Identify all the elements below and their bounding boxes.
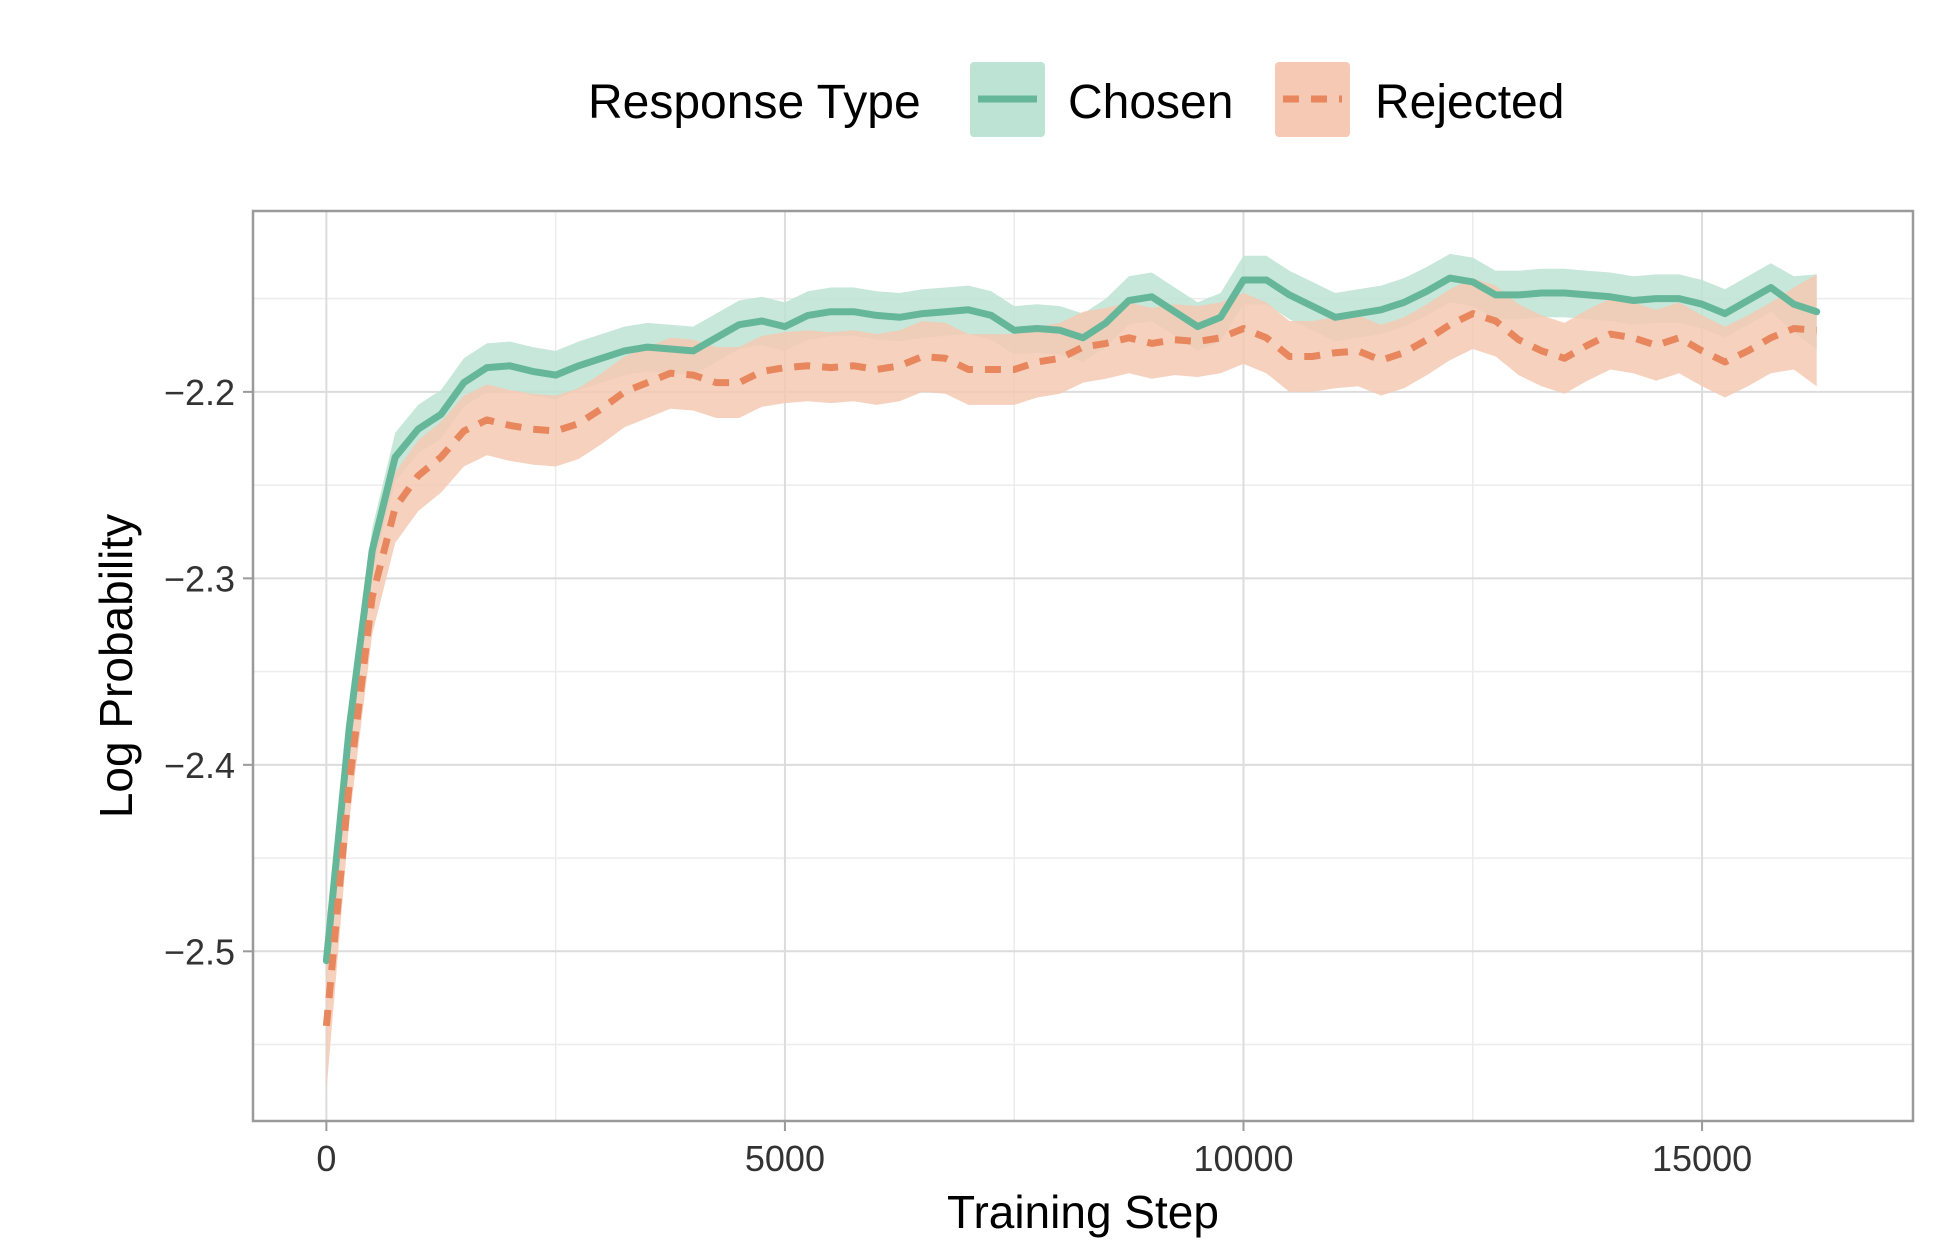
y-axis-ticks: −2.5 −2.4 −2.3 −2.2 (164, 372, 253, 972)
plot-border (251, 209, 1915, 1123)
legend-item-rejected: Rejected (1275, 62, 1564, 137)
y-tick-label: −2.4 (164, 745, 235, 786)
y-tick-label: −2.2 (164, 372, 235, 413)
series-line-chosen (322, 274, 1821, 965)
legend: Response Type Chosen Rejected (588, 62, 1564, 137)
legend-item-chosen: Chosen (970, 62, 1233, 137)
confidence-bands (326, 253, 1817, 1092)
legend-label-rejected: Rejected (1375, 76, 1564, 129)
x-tick-label: 10000 (1193, 1138, 1293, 1179)
band-rejected (326, 274, 1817, 1092)
series-lines (322, 274, 1821, 1027)
y-tick-label: −2.3 (164, 558, 235, 599)
legend-title: Response Type (588, 76, 921, 129)
x-tick-label: 5000 (745, 1138, 825, 1179)
x-tick-label: 0 (316, 1138, 336, 1179)
x-tick-label: 15000 (1652, 1138, 1752, 1179)
series-line-rejected (322, 310, 1817, 1027)
y-tick-label: −2.5 (164, 931, 235, 972)
legend-label-chosen: Chosen (1068, 76, 1233, 129)
y-axis-title: Log Probability (90, 514, 142, 818)
plot-panel (251, 209, 1915, 1123)
x-axis-title: Training Step (947, 1186, 1219, 1238)
x-axis-ticks: 0 5000 10000 15000 (316, 1121, 1752, 1179)
